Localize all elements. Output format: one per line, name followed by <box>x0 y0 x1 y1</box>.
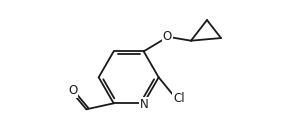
Text: O: O <box>163 30 172 43</box>
Text: O: O <box>68 84 77 97</box>
Text: Cl: Cl <box>173 93 185 105</box>
Text: N: N <box>140 98 149 111</box>
